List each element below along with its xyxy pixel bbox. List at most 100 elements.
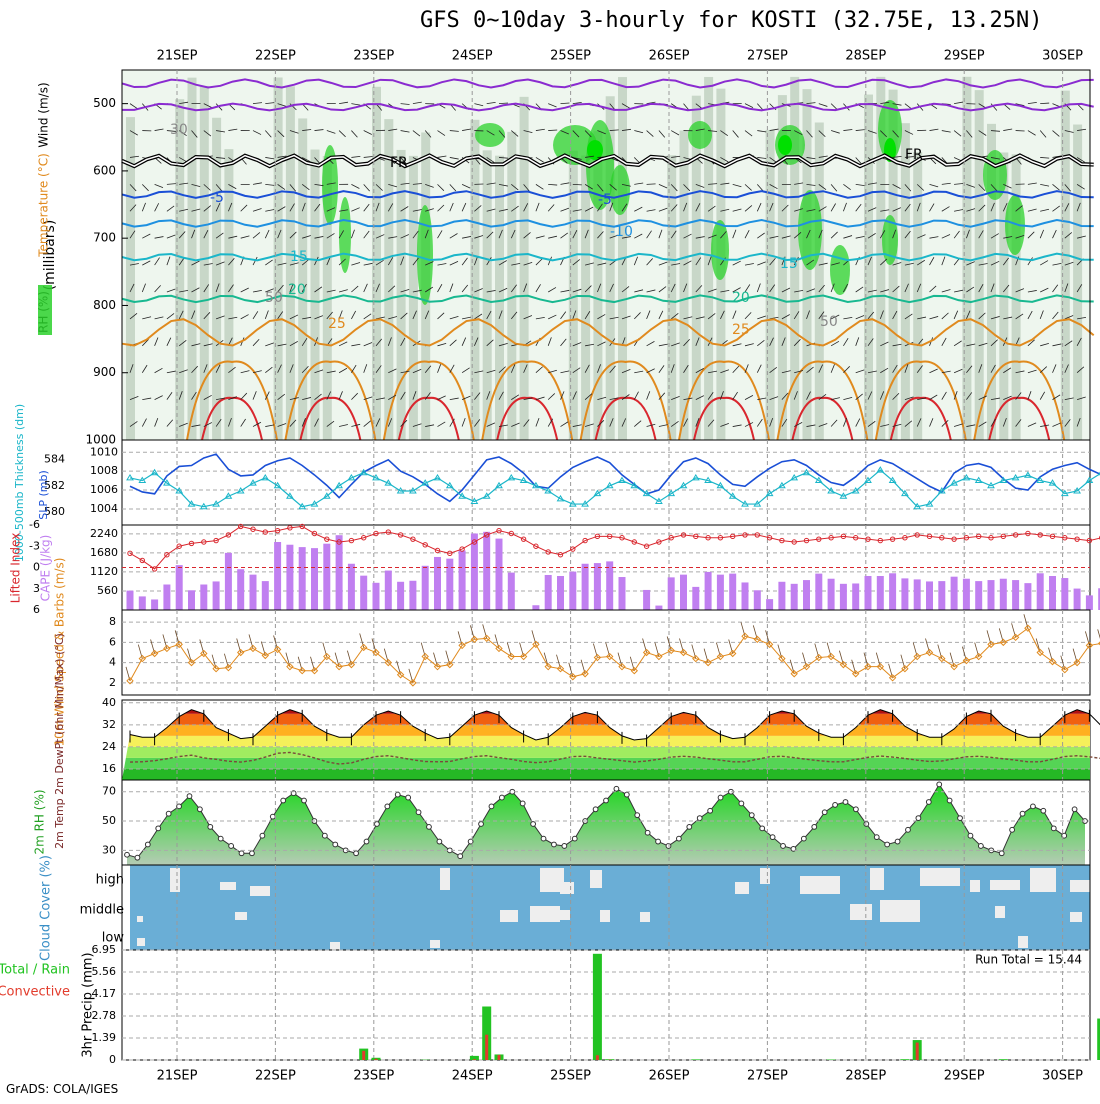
rh-marker xyxy=(801,836,806,841)
cape-bar xyxy=(742,582,749,610)
contour-label: -5 xyxy=(598,192,612,208)
rh-marker xyxy=(947,798,952,803)
rh-marker xyxy=(635,813,640,818)
run-total-label: Run Total = 15.44 xyxy=(975,953,1082,967)
rh-marker xyxy=(937,782,942,787)
rh-marker xyxy=(239,851,244,856)
cape-bar xyxy=(1061,578,1068,610)
precip-total-bar xyxy=(691,1059,700,1060)
rh-marker xyxy=(145,842,150,847)
cloud-block xyxy=(850,904,872,920)
rh-marker xyxy=(416,810,421,815)
temp-tick-label: 16 xyxy=(102,762,116,775)
temp-axis-label: 2m Temp 2m DewPt (6hr Min/Max) (°C) xyxy=(53,633,66,849)
cape-bar xyxy=(385,571,392,610)
top-date-label: 26SEP xyxy=(649,49,690,64)
rh-marker xyxy=(958,816,963,821)
rh-marker xyxy=(270,814,275,819)
contour-label: 50 xyxy=(265,290,283,306)
rh-marker xyxy=(385,804,390,809)
cape-bar xyxy=(619,577,626,610)
rh-marker xyxy=(499,795,504,800)
contour-label: FR xyxy=(390,155,408,171)
cape-bar xyxy=(852,583,859,610)
rh-marker xyxy=(552,842,557,847)
cloud-block xyxy=(880,900,920,922)
contour-label: 25 xyxy=(328,316,346,332)
rh-green-area xyxy=(610,165,630,215)
cape-bar xyxy=(680,575,687,610)
rh-marker xyxy=(427,824,432,829)
pressure-tick-label: 900 xyxy=(93,365,116,379)
chart-title: GFS 0~10day 3-hourly for KOSTI (32.75E, … xyxy=(420,8,1043,33)
rh-marker xyxy=(916,816,921,821)
cape-bar xyxy=(434,557,441,610)
rh2m-axis-label: 2m RH (%) xyxy=(33,789,47,854)
rh-marker xyxy=(197,807,202,812)
precip-total-bar xyxy=(999,1059,1008,1060)
cape-bar xyxy=(865,576,872,610)
cape-bar xyxy=(914,579,921,610)
precip-convective-bar xyxy=(498,1055,501,1060)
rh-marker xyxy=(479,822,484,827)
cape-bar xyxy=(938,581,945,610)
rh-marker xyxy=(1072,807,1077,812)
rh-shade-column xyxy=(680,131,689,440)
pressure-tick-label: 700 xyxy=(93,231,116,245)
precip-legend-label: Convective xyxy=(0,985,70,1000)
bottom-date-label: 30SEP xyxy=(1042,1069,1083,1084)
rh-shade-column xyxy=(520,97,529,440)
li-tick-label: -6 xyxy=(29,518,40,531)
cape-bar xyxy=(127,591,134,610)
bottom-date-label: 29SEP xyxy=(944,1069,985,1084)
cloud-block xyxy=(995,906,1005,918)
pressure-tick-label: 800 xyxy=(93,298,116,312)
cape-bar xyxy=(692,587,699,610)
precip-convective-bar xyxy=(596,1055,599,1060)
rh-marker xyxy=(864,822,869,827)
slp-tick-label: 1008 xyxy=(90,464,118,477)
contour-label: 50 xyxy=(820,314,838,330)
top-date-label: 28SEP xyxy=(845,49,886,64)
cape-bar xyxy=(668,577,675,610)
cape-bar xyxy=(975,581,982,610)
rh-bright-area xyxy=(778,135,792,155)
cloud-block xyxy=(1070,912,1082,922)
rh-marker xyxy=(739,801,744,806)
rh-marker xyxy=(125,852,130,857)
cloud-block xyxy=(800,876,840,894)
temp-color-band xyxy=(122,700,1090,714)
cape-bar xyxy=(766,599,773,610)
rh-color-swatch xyxy=(38,285,52,335)
rh-marker xyxy=(437,839,442,844)
wind-tick-label: 2 xyxy=(109,676,116,689)
cloud-block xyxy=(170,868,180,892)
rh-marker xyxy=(156,826,161,831)
precip-convective-bar xyxy=(485,1035,488,1060)
top-date-label: 21SEP xyxy=(157,49,198,64)
rh-marker xyxy=(395,792,400,797)
cape-bar xyxy=(176,565,183,610)
rh-marker xyxy=(166,811,171,816)
cape-bar xyxy=(483,532,490,610)
top-date-label: 27SEP xyxy=(747,49,788,64)
cape-bar xyxy=(336,535,343,610)
rh-marker xyxy=(656,839,661,844)
rh-marker xyxy=(687,824,692,829)
cape-bar xyxy=(225,553,232,610)
rh-marker xyxy=(562,844,567,849)
precip-tick-label: 0 xyxy=(109,1053,116,1066)
rh-marker xyxy=(218,836,223,841)
rh-marker xyxy=(322,833,327,838)
rh-marker xyxy=(250,851,255,856)
cloud-block xyxy=(600,910,610,922)
cloud-block xyxy=(560,910,570,920)
rh-marker xyxy=(999,851,1004,856)
rh-marker xyxy=(843,800,848,805)
cape-bar xyxy=(139,596,146,610)
rh-marker xyxy=(926,800,931,805)
rh-marker xyxy=(781,844,786,849)
temp-tick-label: 40 xyxy=(102,696,116,709)
rh-marker xyxy=(135,855,140,860)
rh-marker xyxy=(375,822,380,827)
